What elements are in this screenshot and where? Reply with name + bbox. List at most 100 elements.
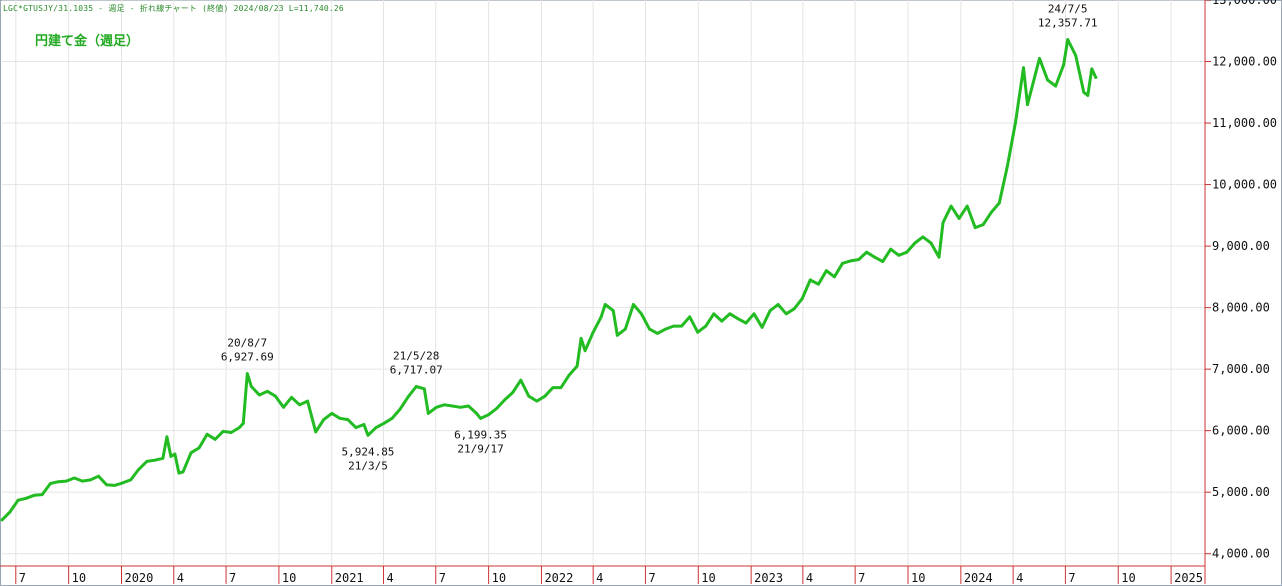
data-point [889, 247, 893, 251]
x-tick-label: 4 [1016, 571, 1023, 585]
data-point [145, 460, 149, 463]
data-point [48, 482, 52, 485]
data-point [237, 426, 241, 429]
data-point [857, 258, 860, 261]
data-point [656, 332, 659, 335]
data-point [205, 432, 209, 436]
y-tick-label: 8,000.00 [1212, 301, 1270, 315]
x-tick-label: 7 [858, 571, 865, 585]
data-point [366, 433, 370, 437]
data-point [105, 483, 108, 487]
data-point [32, 493, 36, 497]
annotation-date: 21/5/28 [393, 350, 439, 363]
data-point [8, 510, 12, 514]
data-point [169, 455, 173, 458]
annotation-value: 6,717.07 [390, 364, 443, 377]
data-point [1082, 90, 1086, 94]
data-point [1006, 164, 1009, 168]
data-point [591, 330, 595, 334]
data-point [16, 498, 20, 502]
data-point [688, 315, 692, 319]
data-point [241, 421, 245, 425]
data-point [744, 321, 748, 325]
data-point [664, 327, 667, 331]
x-tick-label: 10 [282, 571, 296, 585]
y-tick-label: 10,000.00 [1212, 178, 1277, 192]
data-point [1074, 54, 1078, 57]
data-point [752, 312, 756, 316]
y-tick-label: 4,000.00 [1212, 547, 1270, 561]
x-tick-label: 2025 [1174, 571, 1203, 585]
data-point [434, 405, 438, 409]
data-point [865, 250, 868, 254]
data-point [704, 324, 708, 328]
data-point [849, 259, 852, 263]
data-point [443, 403, 446, 407]
data-point [56, 480, 60, 484]
data-point [451, 404, 454, 408]
data-point [479, 417, 482, 420]
data-point [221, 429, 225, 433]
data-point [406, 395, 410, 399]
data-point [89, 478, 92, 482]
data-point [73, 476, 76, 480]
data-point [913, 241, 917, 245]
annotation-date: 21/3/5 [348, 459, 388, 472]
data-point [817, 282, 820, 286]
data-point [495, 407, 498, 410]
data-point [0, 518, 4, 522]
data-point [897, 253, 901, 257]
data-point [551, 386, 555, 389]
data-point [165, 435, 169, 439]
data-point [346, 418, 350, 421]
data-point [1038, 57, 1041, 60]
data-point [322, 418, 326, 421]
data-point [603, 303, 607, 306]
data-point [873, 255, 877, 259]
x-tick-label: 4 [596, 571, 603, 585]
x-tick-label: 10 [72, 571, 86, 585]
x-tick-label: 7 [19, 571, 26, 585]
data-point [672, 324, 675, 328]
data-point [965, 204, 969, 208]
x-tick-label: 7 [648, 571, 655, 585]
y-tick-label: 11,000.00 [1212, 116, 1277, 130]
data-point [648, 327, 651, 331]
x-tick-label: 2022 [544, 571, 573, 585]
annotation-date: 21/9/17 [457, 442, 503, 455]
data-point [173, 452, 177, 456]
data-point [989, 210, 993, 214]
x-tick-label: 10 [492, 571, 506, 585]
data-point [121, 481, 124, 485]
data-point [579, 337, 583, 340]
data-point [1046, 78, 1049, 82]
data-point [543, 394, 547, 398]
data-point [161, 456, 165, 460]
data-point [414, 385, 418, 388]
data-point [792, 307, 796, 311]
data-point [981, 223, 985, 227]
annotation-value: 6,927.69 [221, 351, 274, 364]
data-point [229, 431, 233, 434]
x-tick-label: 2023 [754, 571, 783, 585]
data-point [736, 317, 740, 321]
data-point [213, 437, 217, 441]
data-point [720, 319, 724, 323]
data-point [1034, 72, 1037, 76]
data-point [632, 303, 635, 306]
x-tick-label: 2024 [964, 571, 993, 585]
chart-title: 円建て金（週足） [35, 34, 140, 49]
x-tick-label: 4 [177, 571, 184, 585]
data-point [957, 217, 961, 220]
y-tick-label: 7,000.00 [1212, 362, 1270, 376]
data-point [245, 372, 249, 375]
annotation-date: 20/8/7 [227, 337, 267, 350]
data-point [64, 479, 68, 483]
data-point [24, 496, 28, 500]
data-point [760, 325, 764, 329]
data-point [330, 412, 334, 415]
data-point [177, 471, 181, 475]
x-tick-label: 4 [806, 571, 813, 585]
series-line [0, 38, 1098, 522]
